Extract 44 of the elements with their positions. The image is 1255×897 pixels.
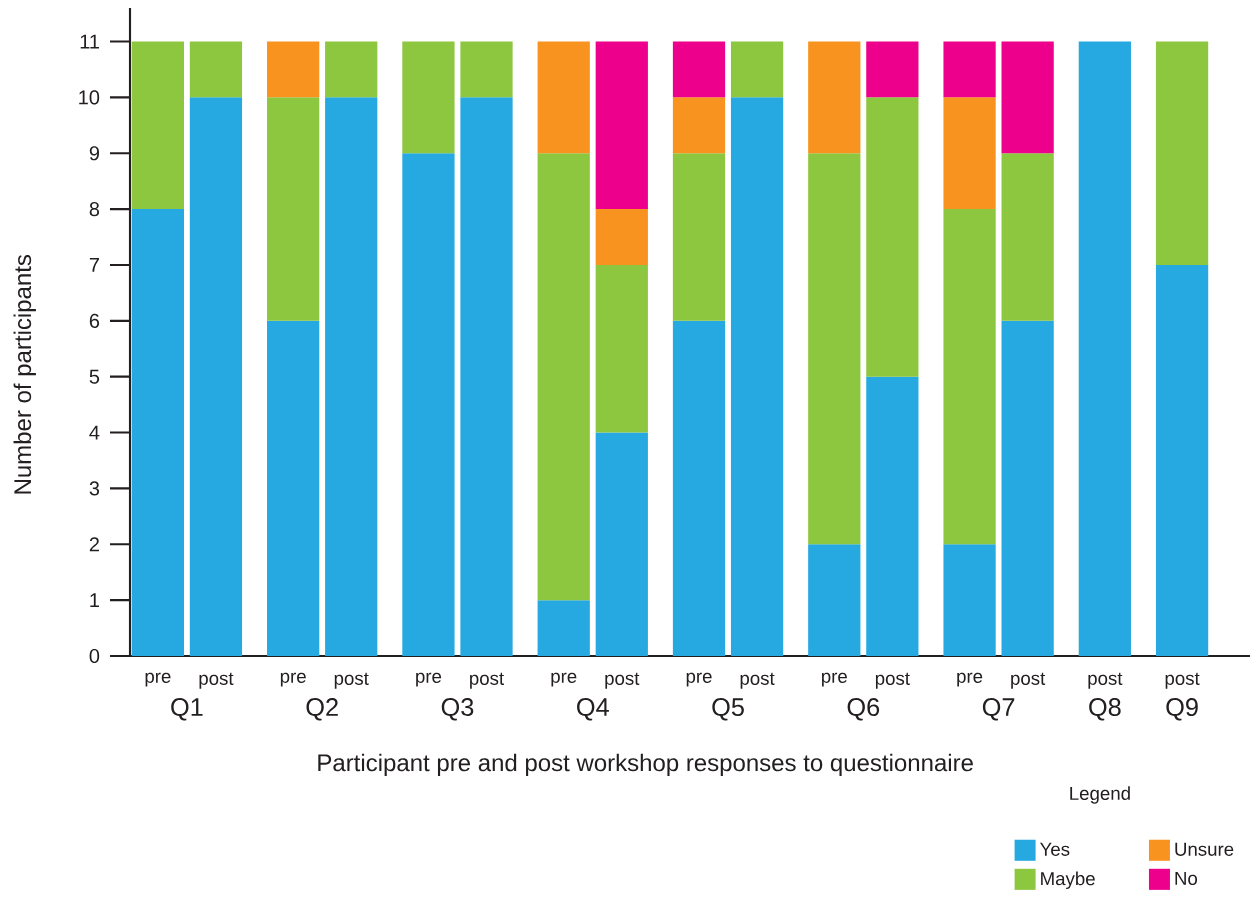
y-tick-label: 11 <box>80 34 99 49</box>
y-tick-label: 1 <box>90 593 99 608</box>
x-tick-label: pre <box>280 672 306 687</box>
y-tick-label: 10 <box>79 90 100 105</box>
x-tick-label: pre <box>822 672 847 687</box>
x-tick-label: post <box>1088 672 1123 689</box>
x-tick-label: pre <box>145 672 171 687</box>
text: Q7 <box>982 698 1015 721</box>
x-tick-label: pre <box>416 672 442 687</box>
y-tick-label: 7 <box>89 258 99 272</box>
x-axis-title: Participant pre and post workshop responses to questionnaire <box>318 753 973 777</box>
text: Q4 <box>577 698 609 721</box>
y-tick-label: 2 <box>89 537 99 552</box>
x-tick-label: post <box>470 672 505 689</box>
x-tick-label: post <box>199 672 234 689</box>
x-tick-label: pre <box>957 672 983 687</box>
legend-label: Yes <box>1040 842 1070 856</box>
x-tick-label: post <box>1011 672 1046 689</box>
text: Q1 <box>171 698 203 721</box>
y-tick-label: 9 <box>89 146 99 161</box>
x-tick-label: post <box>605 672 640 689</box>
x-tick-label: post <box>334 672 369 689</box>
y-tick-label: 4 <box>89 425 100 440</box>
x-tick-label: pre <box>551 672 577 687</box>
legend-label: Maybe <box>1041 871 1095 889</box>
y-tick-label: 3 <box>89 481 100 496</box>
text: Q5 <box>712 698 744 721</box>
y-tick-label: 8 <box>89 202 100 217</box>
text: Q3 <box>441 698 474 721</box>
y-tick-label: 6 <box>89 313 100 328</box>
x-tick-label: post <box>1165 672 1200 689</box>
x-tick-label: post <box>740 672 775 689</box>
legend-title: Legend <box>1070 786 1130 804</box>
y-tick-label: 5 <box>89 369 100 384</box>
legend-label: No <box>1175 871 1198 885</box>
x-tick-label: pre <box>686 672 712 687</box>
text: Q6 <box>847 698 880 721</box>
y-tick-label: 0 <box>89 648 100 664</box>
x-tick-label: post <box>875 672 910 689</box>
text: Q8 <box>1089 698 1121 721</box>
y-axis-title: Number of participants <box>13 254 36 494</box>
text: Q2 <box>306 698 338 721</box>
text: Q9 <box>1166 698 1198 721</box>
legend-label: Unsure <box>1175 842 1234 856</box>
